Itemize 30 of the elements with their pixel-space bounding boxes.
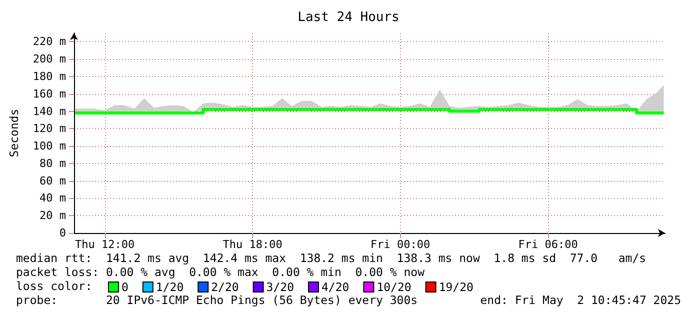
- y-tick-label: 180 m: [32, 70, 66, 83]
- y-tick-label: 60 m: [40, 174, 66, 188]
- y-tick-label: 100 m: [32, 140, 66, 153]
- legend-label: 19/20: [438, 280, 474, 294]
- text: probe: 20 IPv6-ICMP Echo Pings (56 Bytes) every 300s: [16, 293, 418, 307]
- chart-title: Last 24 Hours: [298, 10, 400, 25]
- legend-label: 2/20: [211, 280, 239, 294]
- text: median rtt: 141.2 ms avg 142.4 ms max 138.2 ms min 138.3 ms now 1.8 ms sd 77.0 am/s: [16, 251, 646, 265]
- y-tick-label: 80 m: [40, 156, 66, 170]
- y-tick-label: 120 m: [32, 122, 66, 136]
- x-tick-label: Fri 00:00: [370, 238, 430, 251]
- y-tick-label: 140 m: [32, 104, 66, 118]
- y-axis-title: Seconds: [7, 108, 21, 158]
- x-tick-label: Thu 12:00: [74, 238, 135, 251]
- legend-label: 10/20: [376, 280, 412, 294]
- y-tick-label: 160 m: [32, 87, 66, 100]
- x-tick-label: Thu 18:00: [222, 238, 282, 251]
- text: end: Fri May 2 10:45:47 2025: [480, 293, 682, 307]
- y-tick-label: 40 m: [40, 192, 66, 205]
- legend-label: 4/20: [322, 280, 350, 294]
- text: packet loss: 0.00 % avg 0.00 % max 0.00 % min 0.00 % now: [16, 265, 425, 279]
- y-tick-label: 200 m: [32, 52, 66, 66]
- legend-label: 3/20: [266, 280, 294, 294]
- x-tick-label: Fri 06:00: [518, 238, 578, 251]
- legend-title: loss color:: [16, 279, 92, 293]
- legend-label: 1/20: [156, 280, 184, 294]
- y-tick-label: 220 m: [32, 35, 66, 48]
- y-tick-label: 0: [59, 226, 66, 240]
- y-tick-label: 20 m: [40, 209, 66, 222]
- legend-label: 0: [122, 280, 128, 294]
